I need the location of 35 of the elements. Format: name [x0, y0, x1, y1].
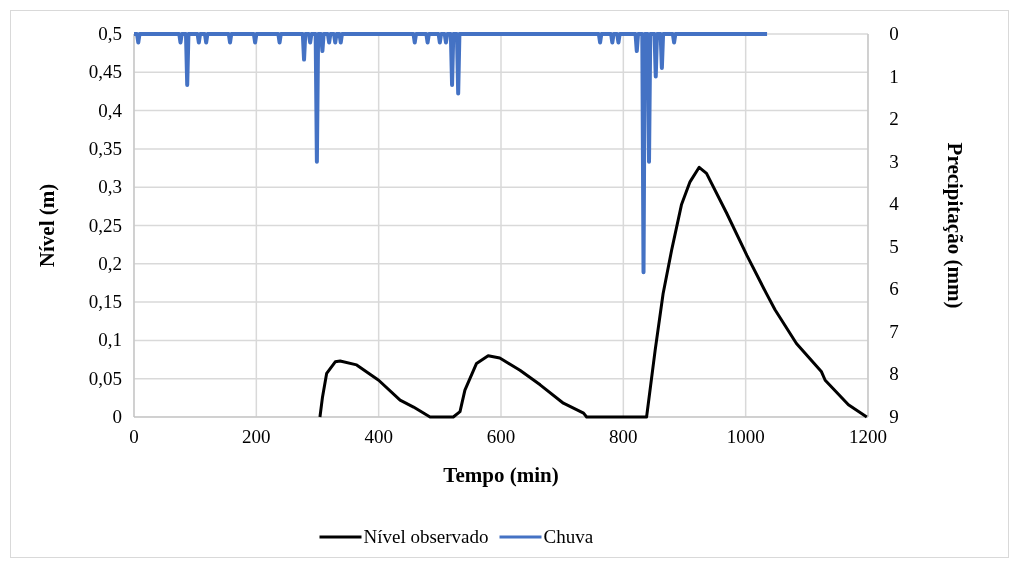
line-series: [318, 165, 869, 419]
y-tick-label: 0,4: [98, 99, 123, 121]
y-tick-label: 0,3: [98, 176, 122, 198]
x-tick-label: 200: [242, 426, 271, 447]
x-tick-label: 1000: [726, 426, 765, 447]
y2-tick-label: 2: [889, 108, 899, 130]
y-tick-label: 0,35: [88, 137, 122, 159]
y2-tick-label: 0: [889, 23, 899, 44]
x-tick-label: 1200: [849, 426, 887, 447]
y2-tick-label: 9: [889, 406, 899, 427]
y2-tick-label: 7: [889, 320, 899, 342]
legend-label: Chuva: [543, 526, 594, 547]
x-axis-title: Tempo (min): [443, 463, 559, 487]
y-tick-label: 0,05: [88, 367, 122, 389]
y-tick-label: 0,15: [88, 291, 122, 313]
y-tick-label: 0,1: [98, 329, 122, 351]
line-series: [132, 32, 770, 275]
y-tick-label: 0,2: [98, 252, 122, 274]
y2-axis-title: Precipitação (mm): [943, 142, 967, 309]
y2-tick-label: 8: [889, 363, 899, 385]
y2-tick-label: 3: [889, 150, 899, 172]
y2-tick-label: 1: [889, 65, 899, 87]
y-tick-label: 0,45: [88, 61, 122, 83]
y-axis-title: Nível (m): [35, 183, 59, 268]
x-tick-label: 0: [129, 426, 139, 447]
y-tick-label: 0: [112, 406, 122, 427]
y2-tick-label: 6: [889, 278, 899, 300]
y2-tick-label: 4: [889, 193, 900, 215]
x-tick-label: 600: [486, 426, 516, 447]
x-tick-label: 800: [609, 426, 638, 447]
y2-tick-label: 5: [889, 235, 899, 257]
x-tick-label: 400: [364, 426, 393, 447]
y-tick-label: 0,25: [88, 214, 122, 236]
y-tick-label: 0,5: [98, 23, 122, 44]
legend-label: Nível observado: [363, 526, 489, 547]
